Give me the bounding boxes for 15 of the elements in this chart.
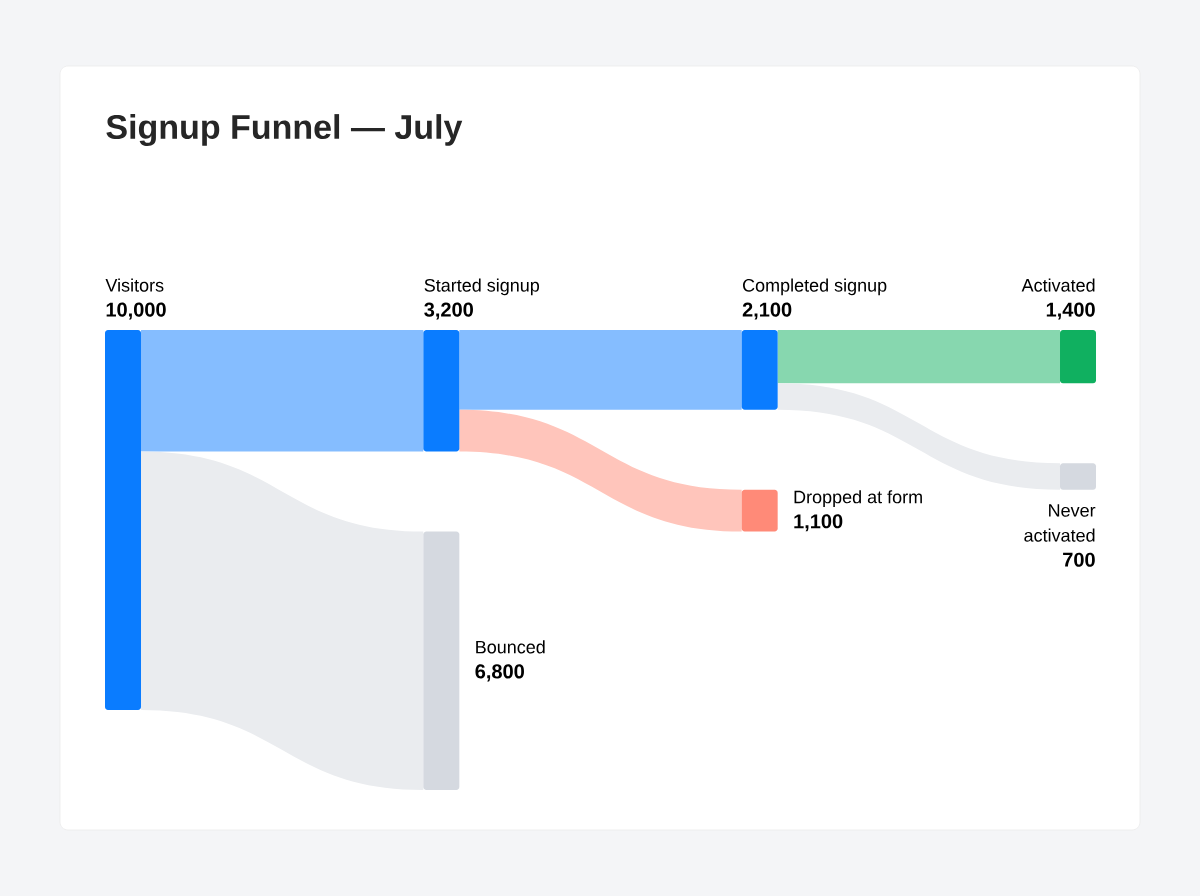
category-label: Completed signup (742, 278, 887, 296)
text: Signup Funnel — July (106, 114, 463, 146)
category-label: Visitors (105, 278, 164, 292)
category-label: Dropped at form (794, 490, 922, 507)
category-label: Never activated (1024, 504, 1096, 542)
data-label: 1,100 (794, 514, 843, 532)
category-label: Bounced (476, 640, 545, 654)
data-label: 700 (1063, 552, 1095, 567)
data-label: 1,400 (1046, 302, 1095, 320)
data-label: 10,000 (106, 302, 166, 320)
category-label: Activated (1021, 278, 1095, 292)
data-label: 2,100 (742, 302, 792, 320)
data-label: 3,200 (424, 302, 473, 320)
data-label: 6,800 (475, 664, 524, 682)
category-label: Started signup (424, 278, 540, 296)
